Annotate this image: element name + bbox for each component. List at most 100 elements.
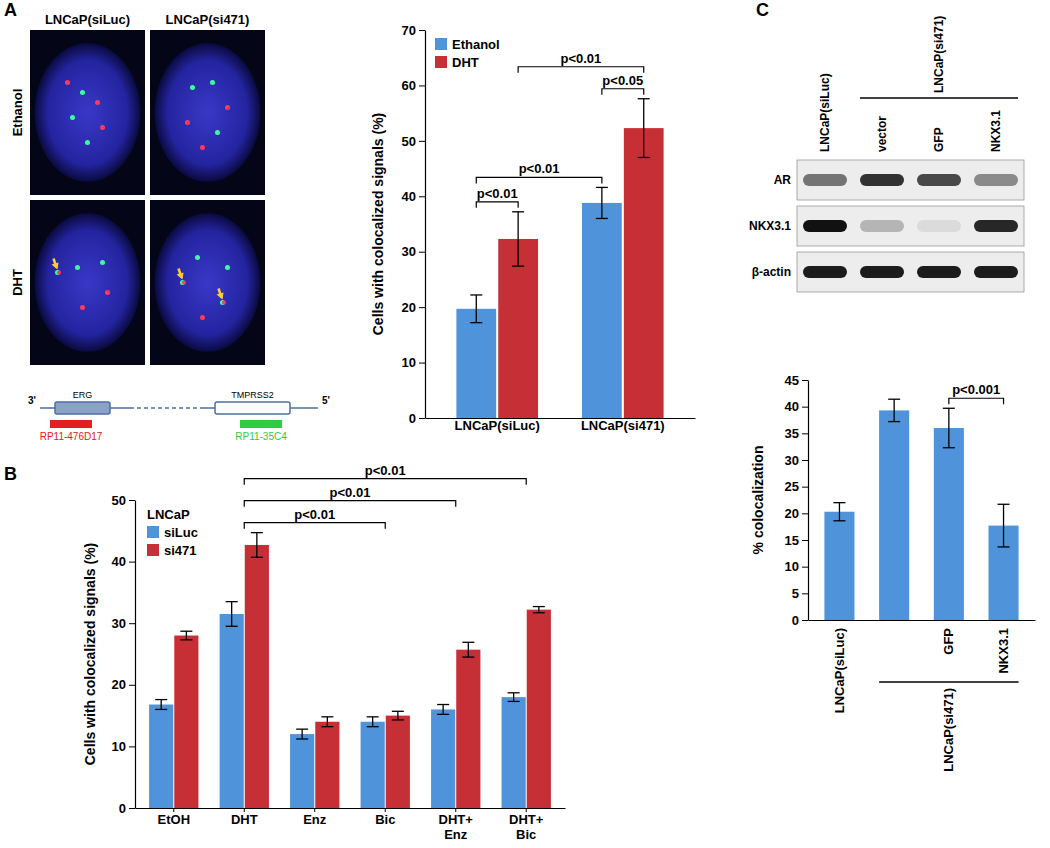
tick: 30 xyxy=(112,616,135,631)
tick: DHT+Enz xyxy=(439,808,474,842)
blot-row-label: NKX3.1 xyxy=(749,219,791,233)
tick-label: 45 xyxy=(785,373,799,388)
arrow-head xyxy=(177,273,184,280)
tick-mark xyxy=(802,433,808,434)
fish-spot xyxy=(180,280,185,285)
tick-label: Bic xyxy=(375,812,395,827)
bar xyxy=(456,309,496,418)
error-bar-cap xyxy=(367,716,379,717)
tick-mark xyxy=(802,407,808,408)
bar-chart: 051015202530354045LNCaP(siLuc)GFPNKX3.1%… xyxy=(750,373,1036,772)
blot-band xyxy=(974,174,1018,186)
tick: LNCaP(siLuc) xyxy=(455,418,540,433)
error-bar-cap xyxy=(533,612,545,613)
bar xyxy=(149,705,173,808)
error-bar-cap xyxy=(462,642,474,643)
nucleus xyxy=(35,43,141,182)
legend-label: DHT xyxy=(452,55,479,70)
fish-spot xyxy=(200,315,205,320)
tick-mark xyxy=(129,685,135,686)
tick: 10 xyxy=(112,739,135,754)
tick: 10 xyxy=(785,559,808,574)
tick: 30 xyxy=(402,244,425,259)
error-bar-stem xyxy=(161,700,162,710)
tick-mark xyxy=(802,620,808,621)
y-axis-title: Cells with colocalized signals (%) xyxy=(82,543,98,766)
tick: 50 xyxy=(402,134,425,149)
bar xyxy=(174,636,198,808)
tick-mark xyxy=(802,593,808,594)
bar xyxy=(624,128,664,418)
error-bar-stem xyxy=(372,717,373,727)
tick-label: 20 xyxy=(402,300,416,315)
gene-label: TMPRSS2 xyxy=(231,390,274,400)
blot-band xyxy=(803,266,847,278)
error-bar-cap xyxy=(437,714,449,715)
lane-label: NKX3.1 xyxy=(989,110,1003,152)
bar xyxy=(431,709,455,808)
axis-line xyxy=(425,31,426,419)
error-bar-stem xyxy=(1003,504,1004,547)
significance-annotation: p<0.001 xyxy=(949,382,1004,404)
tick-label: 30 xyxy=(112,616,126,631)
bar xyxy=(498,239,538,418)
error-bar xyxy=(533,607,545,613)
lane-label: LNCaP(siLuc) xyxy=(818,73,832,152)
legend-swatch xyxy=(435,56,447,68)
significance-annotation: p<0.01 xyxy=(244,485,455,507)
fish-spot xyxy=(70,115,75,120)
tick: 20 xyxy=(785,506,808,521)
tick: 50 xyxy=(112,493,135,508)
error-bar-cap xyxy=(180,631,192,632)
error-bar-cap xyxy=(462,656,474,657)
bar-chart: 010203040506070LNCaP(siLuc)LNCaP(si471)C… xyxy=(370,23,696,434)
panel-label: C xyxy=(756,0,769,20)
tick-label: EtOH xyxy=(158,812,191,827)
nucleus xyxy=(35,213,141,352)
fish-spot xyxy=(57,271,61,275)
error-bar-cap xyxy=(888,421,900,422)
tick-mark xyxy=(129,562,135,563)
tick: Enz xyxy=(303,808,327,827)
legend-swatch xyxy=(435,38,447,50)
error-bar-cap xyxy=(180,639,192,640)
blot-row-label: AR xyxy=(774,173,792,187)
significance-annotation: p<0.01 xyxy=(476,186,518,208)
significance-bracket xyxy=(244,479,526,485)
bar xyxy=(290,734,314,808)
significance-label: p<0.01 xyxy=(365,463,406,478)
tick: 40 xyxy=(112,554,135,569)
tick-mark xyxy=(419,196,425,197)
fish-spot xyxy=(200,145,205,150)
axis-line xyxy=(136,808,566,809)
error-bar xyxy=(998,504,1010,547)
micrograph xyxy=(150,30,265,195)
tick-label: 10 xyxy=(402,355,416,370)
error-bar-cap xyxy=(226,601,238,602)
error-bar-stem xyxy=(302,729,303,739)
tick-label: 0 xyxy=(409,411,416,426)
error-bar-cap xyxy=(155,709,167,710)
tick-mark xyxy=(419,418,425,419)
gene-box xyxy=(215,402,290,414)
error-bar-stem xyxy=(186,631,187,640)
legend: EthanolDHT xyxy=(435,37,500,70)
significance-label: p<0.001 xyxy=(952,382,1000,397)
background xyxy=(0,0,1050,848)
significance-annotation: p<0.01 xyxy=(244,463,526,485)
error-bar-cap xyxy=(437,704,449,705)
bar-chart: 01020304050EtOHDHTEnzBicDHT+EnzDHT+BicCe… xyxy=(82,463,566,843)
blot-strip xyxy=(797,252,1024,292)
legend-title: LNCaP xyxy=(147,507,190,522)
y-axis: 010203040506070 xyxy=(402,23,426,426)
significance-annotation: p<0.05 xyxy=(602,73,644,95)
significance-bracket xyxy=(949,398,1004,404)
bar xyxy=(527,610,551,808)
error-bar-cap xyxy=(508,692,520,693)
tick: EtOH xyxy=(158,808,191,827)
tick-mark xyxy=(129,500,135,501)
error-bar-cap xyxy=(296,738,308,739)
axis-line xyxy=(809,620,1036,621)
error-bar xyxy=(296,729,308,739)
tick-label: LNCaP(siLuc) xyxy=(832,628,847,713)
